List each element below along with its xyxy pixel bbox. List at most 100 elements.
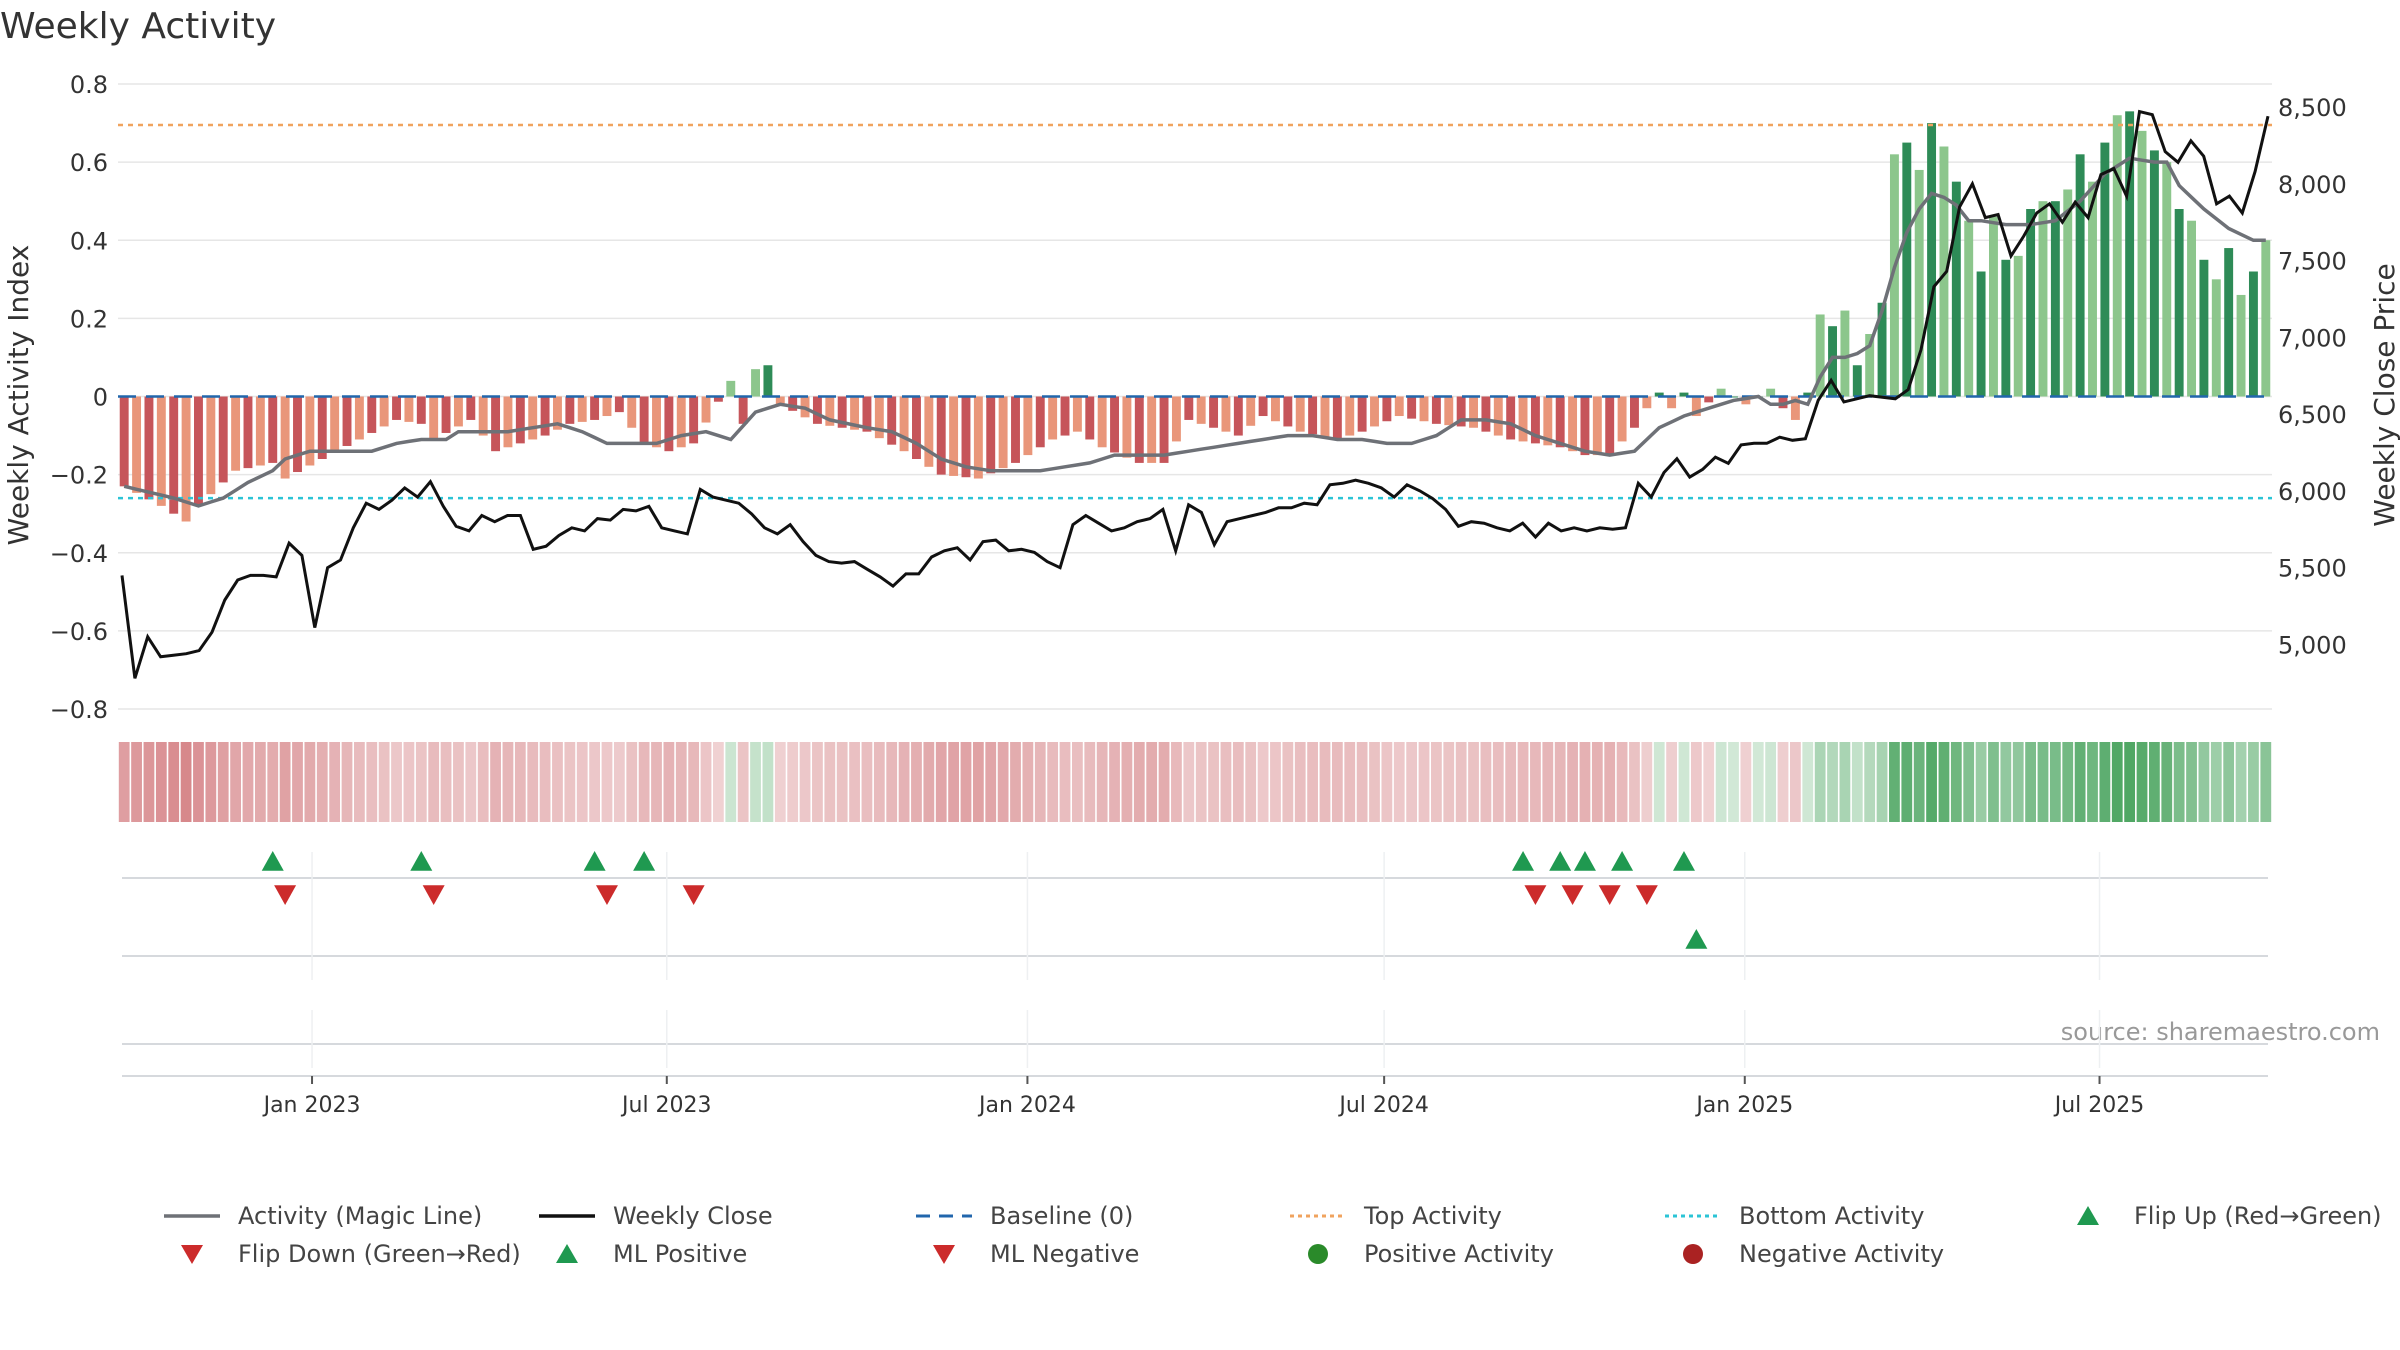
legend-label: Negative Activity <box>1739 1240 1945 1268</box>
heat-strip-cell <box>812 742 823 822</box>
heat-strip-cell <box>2136 742 2148 822</box>
flip-down-marker <box>1598 885 1621 905</box>
activity-bar <box>788 396 798 411</box>
heat-strip-cell <box>1133 742 1145 822</box>
heat-strip-cell <box>527 742 539 822</box>
activity-bar <box>2112 115 2122 397</box>
activity-bar <box>1048 396 1058 440</box>
heat-strip-cell <box>1728 742 1739 822</box>
flip-up-marker <box>1512 851 1535 871</box>
activity-bar <box>2174 209 2184 397</box>
heat-strip-cell <box>403 742 415 822</box>
activity-bar <box>478 396 488 436</box>
heat-strip-cell <box>1109 742 1120 822</box>
y-left-tick-label: −0.6 <box>50 618 108 646</box>
heat-strip-cell <box>2223 742 2235 822</box>
heat-strip-cell <box>1121 742 1133 822</box>
heat-strip-cell <box>391 742 402 822</box>
heat-strip-cell <box>985 742 997 822</box>
activity-bar <box>156 396 166 506</box>
activity-bar <box>1258 396 1268 417</box>
legend-swatch <box>164 1214 220 1218</box>
heat-strip-cell <box>824 742 836 822</box>
heat-strip-cell <box>1851 742 1863 822</box>
activity-bar <box>1407 396 1417 419</box>
y-right-tick-label: 7,000 <box>2278 324 2347 352</box>
flip-up-marker <box>1549 851 1572 871</box>
heat-strip-cell <box>1653 742 1665 822</box>
heat-strip-cell <box>2087 742 2098 822</box>
activity-bar <box>850 396 860 430</box>
heat-strip-cell <box>1022 742 1034 822</box>
heat-strip-cell <box>1678 742 1690 822</box>
legend-item: Bottom Activity <box>1661 1202 1924 1230</box>
activity-bar <box>1060 396 1070 436</box>
heat-strip-cell <box>1146 742 1158 822</box>
legend-swatch <box>1683 1244 1703 1264</box>
activity-bar <box>2125 111 2135 397</box>
heat-strip-cell <box>1517 742 1529 822</box>
heat-strip-cell <box>1455 742 1467 822</box>
heat-strip-cell <box>2161 742 2173 822</box>
legend-label: Weekly Close <box>613 1202 773 1230</box>
heat-strip-cell <box>1393 742 1405 822</box>
activity-bar <box>912 396 921 459</box>
activity-bar <box>1147 396 1157 463</box>
activity-bar <box>1097 396 1107 448</box>
activity-bar <box>1902 142 1912 397</box>
activity-bar <box>751 369 760 397</box>
heat-strip-cell <box>292 742 303 822</box>
heat-strip-cell <box>1629 742 1640 822</box>
heat-strip-cell <box>873 742 885 822</box>
activity-bars <box>119 111 2271 522</box>
activity-bar <box>540 396 550 436</box>
activity-bar <box>1233 396 1243 436</box>
heat-strip-cell <box>1988 742 1999 822</box>
heat-strip-cell <box>341 742 353 822</box>
heat-strip-cell <box>1814 742 1826 822</box>
heat-strip-cell <box>1443 742 1455 822</box>
heat-strip-cell <box>1381 742 1393 822</box>
heat-strip-cell <box>1579 742 1591 822</box>
heat-strip-cell <box>514 742 526 822</box>
activity-bar <box>1271 396 1280 422</box>
activity-bar <box>1642 396 1652 409</box>
heat-strip-cell <box>354 742 365 822</box>
heat-strip-cell <box>1084 742 1096 822</box>
activity-bar <box>2063 189 2073 397</box>
activity-bar <box>924 396 934 467</box>
heat-strip-cell <box>688 742 700 822</box>
source-note: source: sharemaestro.com <box>2061 1018 2380 1046</box>
flip-up-marker <box>583 851 606 871</box>
activity-bar <box>1555 396 1565 448</box>
y-right-tick-label: 5,000 <box>2278 632 2347 660</box>
heat-strip-cell <box>453 742 464 822</box>
heat-strip-cell <box>1505 742 1517 822</box>
heat-strip-cell <box>613 742 625 822</box>
y-right-tick-label: 8,000 <box>2278 171 2347 199</box>
activity-bar <box>2001 259 2011 397</box>
heat-strip-cell <box>2149 742 2160 822</box>
heat-strip-cell <box>1963 742 1975 822</box>
heat-strip-cell <box>1331 742 1343 822</box>
heat-strip-cell <box>378 742 390 822</box>
y-axis-left-label: Weekly Activity Index <box>2 245 35 546</box>
legend-swatch <box>181 1245 203 1264</box>
heat-strip-cell <box>675 742 687 822</box>
activity-bar <box>1295 396 1305 432</box>
activity-bar <box>1444 396 1454 426</box>
heat-strip-cell <box>2074 742 2086 822</box>
heat-strip-cell <box>2111 742 2123 822</box>
activity-bar <box>775 396 785 405</box>
heat-strip-cell <box>1950 742 1962 822</box>
heat-strip-cell <box>279 742 291 822</box>
activity-bar <box>392 396 401 420</box>
y-right-tick-label: 5,500 <box>2278 555 2347 583</box>
activity-bar <box>1085 396 1095 440</box>
flip-down-marker <box>274 885 297 905</box>
heat-strip-cell <box>502 742 514 822</box>
activity-bar <box>330 396 340 453</box>
legend-item: ML Negative <box>912 1240 1139 1268</box>
activity-bar <box>1704 396 1714 403</box>
activity-bar <box>1741 396 1751 405</box>
